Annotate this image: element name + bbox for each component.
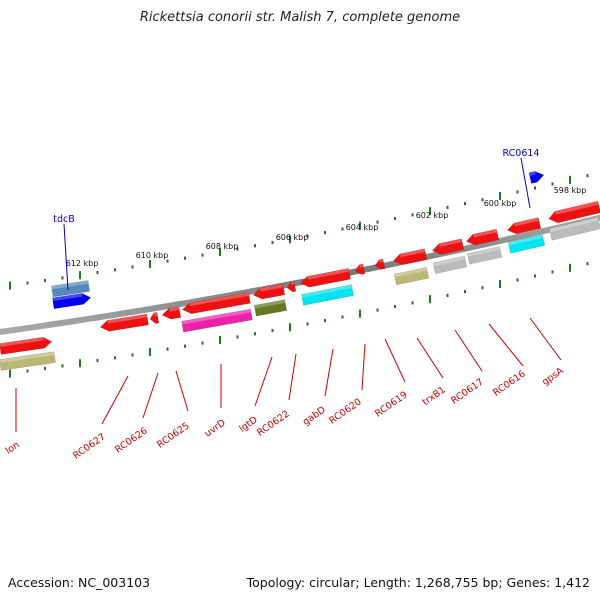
gene-feature[interactable]	[161, 306, 182, 321]
scale-label: 604 kbp	[346, 223, 379, 232]
scale-label: 610 kbp	[136, 251, 169, 260]
gene-label: lon	[4, 439, 22, 456]
scale-label: 598 kbp	[554, 186, 587, 195]
scale-label: 602 kbp	[416, 211, 449, 220]
gene-feature[interactable]	[286, 281, 297, 293]
label-leader-line	[416, 337, 444, 379]
gene-feature[interactable]	[354, 263, 366, 276]
gene-feature[interactable]	[393, 266, 430, 286]
label-leader-line	[142, 372, 159, 419]
gene-label: trxB1	[420, 384, 447, 408]
scale-label: 600 kbp	[484, 199, 517, 208]
topology-text: Topology: circular; Length: 1,268,755 bp…	[246, 575, 590, 590]
gene-feature[interactable]	[466, 246, 503, 265]
gene-label: RC0627	[71, 431, 108, 461]
gene-feature[interactable]	[253, 299, 288, 317]
gene-label: RC0617	[449, 376, 486, 406]
gene-label: gpsA	[540, 365, 566, 388]
gene-feature[interactable]	[528, 170, 545, 184]
gene-feature[interactable]	[0, 351, 56, 371]
label-leader-line	[288, 353, 297, 401]
gene-feature[interactable]	[181, 292, 251, 315]
label-leader-line	[529, 317, 562, 361]
gene-feature[interactable]	[299, 268, 351, 288]
gene-feature[interactable]	[548, 216, 600, 241]
gene-feature[interactable]	[181, 308, 253, 333]
gene-label: RC0626	[113, 425, 150, 455]
accession-text: Accession: NC_003103	[8, 575, 151, 590]
label-leader-line	[384, 338, 406, 383]
gene-label: RC0619	[373, 389, 410, 419]
gene-label: gabD	[301, 404, 328, 427]
gene-features	[0, 170, 600, 371]
label-leader-line	[361, 343, 366, 391]
inner-scale-ticks	[9, 262, 589, 378]
gene-feature[interactable]	[99, 313, 149, 332]
label-leader-line	[63, 223, 69, 291]
scale-label: 612 kbp	[66, 259, 99, 268]
label-leader-line	[175, 370, 189, 412]
label-leader-line	[101, 375, 129, 425]
scale-labels: 612 kbp 610 kbp 608 kbp 606 kbp 604 kbp 602 k…	[66, 186, 587, 268]
gene-label: RC0625	[155, 420, 192, 450]
label-leader-line	[324, 348, 334, 397]
gene-label: uvrD	[203, 417, 228, 439]
gene-feature[interactable]	[51, 280, 90, 298]
label-leader-line	[454, 329, 483, 372]
gene-feature[interactable]	[0, 336, 53, 355]
backbone-line	[0, 214, 600, 336]
gene-feature[interactable]	[506, 217, 542, 236]
gene-feature[interactable]	[547, 200, 600, 225]
gene-label: tdcB	[53, 214, 75, 225]
gene-feature[interactable]	[149, 311, 160, 325]
gene-feature[interactable]	[301, 284, 354, 306]
gene-label: RC0616	[491, 368, 528, 398]
gene-feature[interactable]	[432, 255, 468, 275]
gene-label: RC0620	[327, 396, 364, 426]
label-leader-line	[520, 157, 531, 209]
outer-scale-ticks	[9, 174, 589, 290]
map-title: Rickettsia conorii str. Malish 7, comple…	[139, 10, 461, 25]
gene-feature[interactable]	[431, 238, 465, 256]
label-leader-line	[488, 323, 524, 367]
gene-label: RC0614	[503, 148, 540, 159]
scale-label: 608 kbp	[206, 242, 239, 251]
gene-feature[interactable]	[465, 228, 500, 247]
label-leader-line	[254, 356, 273, 407]
genome-backbone	[0, 214, 600, 336]
gene-feature[interactable]	[252, 283, 286, 300]
gene-label: RC0622	[255, 408, 292, 438]
gene-feature[interactable]	[392, 248, 428, 267]
scale-label: 606 kbp	[276, 233, 309, 242]
gene-feature[interactable]	[374, 258, 386, 271]
gene-feature[interactable]	[507, 234, 546, 254]
gene-feature[interactable]	[52, 292, 92, 310]
